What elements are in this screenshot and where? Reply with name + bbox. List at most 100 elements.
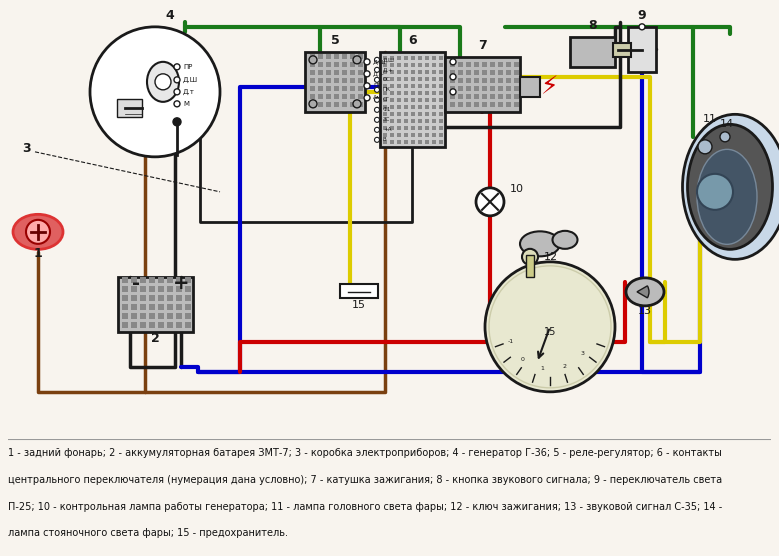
Circle shape [522, 249, 538, 265]
Bar [383, 112, 387, 116]
Bar [350, 78, 355, 83]
Bar [310, 102, 315, 107]
Bar [474, 70, 479, 75]
Bar [450, 102, 455, 107]
Bar [411, 70, 415, 74]
Bar [383, 98, 387, 102]
Bar [404, 119, 408, 123]
Bar [390, 112, 394, 116]
Bar [342, 62, 347, 67]
Bar [450, 86, 455, 91]
Bar [506, 78, 511, 83]
Text: +: + [173, 274, 189, 293]
Circle shape [309, 100, 317, 108]
Bar [482, 78, 487, 83]
Circle shape [450, 89, 456, 95]
Bar [383, 105, 387, 109]
Bar [498, 102, 503, 107]
Bar [334, 102, 339, 107]
Bar [326, 78, 331, 83]
Bar [432, 91, 436, 95]
Text: +А: +А [383, 127, 392, 132]
Text: лампа стояночного света фары; 15 - предохранитель.: лампа стояночного света фары; 15 - предо… [8, 528, 287, 538]
Bar [466, 94, 471, 99]
Bar [425, 98, 429, 102]
Bar [404, 56, 408, 60]
Bar [397, 140, 401, 144]
Bar [418, 105, 422, 109]
Circle shape [375, 127, 379, 132]
Bar [326, 86, 331, 91]
Circle shape [375, 67, 379, 72]
Bar [342, 102, 347, 107]
Bar [613, 43, 631, 57]
Bar [167, 313, 173, 319]
Text: -: - [132, 274, 140, 293]
Bar [404, 91, 408, 95]
Bar [404, 126, 408, 130]
Bar [425, 77, 429, 81]
Ellipse shape [13, 215, 63, 249]
Bar [390, 70, 394, 74]
Bar [439, 98, 443, 102]
Circle shape [375, 97, 379, 102]
Text: П-25; 10 - контрольная лампа работы генератора; 11 - лампа головного света фары;: П-25; 10 - контрольная лампа работы гене… [8, 502, 722, 512]
Bar [514, 70, 519, 75]
Bar [140, 277, 146, 283]
Text: ПР: ПР [373, 83, 382, 88]
Bar [350, 54, 355, 59]
Bar [185, 277, 191, 283]
Bar [383, 84, 387, 88]
Bar [439, 105, 443, 109]
Bar [439, 112, 443, 116]
Bar [383, 119, 387, 123]
Bar [326, 102, 331, 107]
Bar [458, 102, 463, 107]
Circle shape [364, 71, 370, 77]
Bar [432, 112, 436, 116]
Bar [418, 77, 422, 81]
Bar [514, 62, 519, 67]
Bar [185, 295, 191, 301]
Bar [318, 54, 323, 59]
Bar [628, 27, 656, 72]
Text: 0: 0 [521, 356, 525, 361]
Bar [450, 94, 455, 99]
Text: Д.т: Д.т [183, 89, 195, 95]
Bar [176, 322, 182, 328]
Text: 15: 15 [352, 300, 366, 310]
Bar [310, 62, 315, 67]
Text: 11: 11 [703, 114, 717, 124]
Bar [425, 70, 429, 74]
Bar [418, 91, 422, 95]
Bar [158, 322, 164, 328]
Bar [176, 313, 182, 319]
Bar [397, 98, 401, 102]
Bar [474, 78, 479, 83]
Bar [334, 70, 339, 75]
Text: М: М [183, 101, 189, 107]
Bar [411, 98, 415, 102]
Bar [418, 70, 422, 74]
Circle shape [485, 262, 615, 392]
Bar [167, 277, 173, 283]
Bar [390, 91, 394, 95]
Bar [326, 62, 331, 67]
Bar [418, 126, 422, 130]
Bar [450, 62, 455, 67]
Bar [383, 56, 387, 60]
Bar [432, 126, 436, 130]
Bar [397, 105, 401, 109]
Circle shape [353, 100, 361, 108]
Bar [158, 286, 164, 292]
Circle shape [309, 56, 317, 64]
Bar [318, 102, 323, 107]
Bar [404, 112, 408, 116]
Circle shape [375, 117, 379, 122]
Bar [514, 102, 519, 107]
Bar [383, 133, 387, 137]
Bar [131, 286, 137, 292]
Text: Д.Ш: Д.Ш [383, 57, 395, 62]
Bar [131, 304, 137, 310]
Bar [570, 37, 615, 67]
